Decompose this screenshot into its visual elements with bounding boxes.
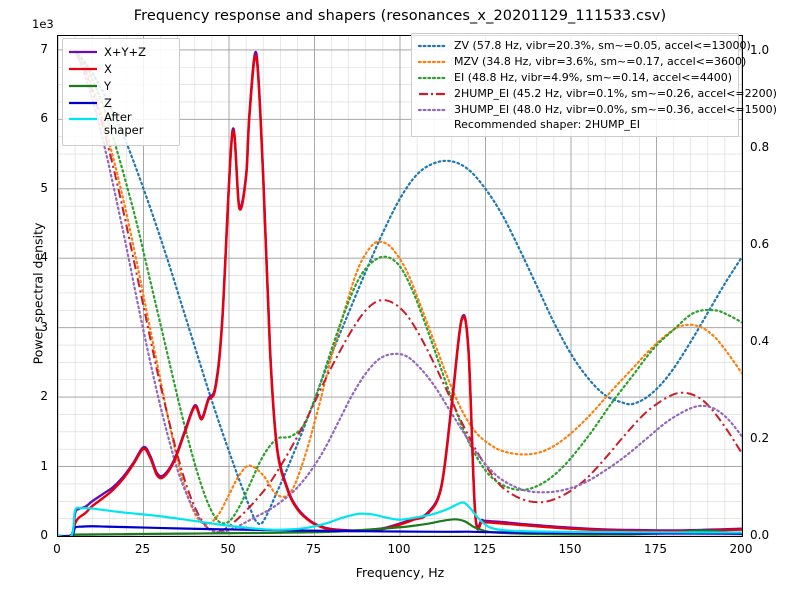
psd-curve-after-shaper (58, 501, 742, 536)
legend-item-3hump_ei[interactable]: 3HUMP_EI (48.0 Hz, vibr=0.0%, sm~=0.36, … (418, 102, 777, 118)
legend-color-swatch-3hump_ei-icon (418, 104, 448, 116)
legend-swatch-line (418, 108, 448, 112)
legend-label: Y (104, 78, 112, 93)
psd-curves (58, 50, 742, 536)
legend-item-z[interactable]: Z (68, 94, 173, 111)
legend-swatch-line (419, 92, 447, 96)
x-tick-175: 175 (644, 542, 667, 556)
legend-color-swatch-z-icon (68, 97, 98, 109)
chart-title: Frequency response and shapers (resonanc… (133, 8, 667, 24)
y-tick-left-1: 1 (40, 458, 48, 473)
legend-label: 2HUMP_EI (45.2 Hz, vibr=0.1%, sm~=0.26, … (454, 87, 777, 100)
legend-item-x[interactable]: X (68, 60, 173, 77)
y-axis-left-label: Power spectral density (30, 222, 46, 365)
legend-color-swatch-x-y-z-icon (68, 46, 98, 58)
y-tick-left-4: 4 (40, 250, 48, 265)
x-tick-50: 50 (220, 542, 236, 556)
legend-label: 3HUMP_EI (48.0 Hz, vibr=0.0%, sm~=0.36, … (454, 103, 777, 116)
x-tick-100: 100 (387, 542, 411, 556)
x-tick-200: 200 (729, 542, 753, 556)
legend-label: Z (104, 95, 112, 110)
legend-label: MZV (34.8 Hz, vibr=3.6%, sm~=0.17, accel… (454, 55, 747, 68)
x-tick-0: 0 (53, 542, 61, 556)
legend-color-swatch-after-shaper-icon (68, 113, 98, 125)
y-tick-left-7: 7 (40, 41, 48, 56)
legend-color-swatch-zv-icon (418, 40, 448, 52)
legend-item-y[interactable]: Y (68, 77, 173, 94)
y-tick-left-5: 5 (40, 180, 48, 195)
legend-item-zv[interactable]: ZV (57.8 Hz, vibr=20.3%, sm~=0.05, accel… (418, 38, 751, 54)
y-tick-right-0.2: 0.2 (750, 430, 770, 445)
shaper-curves (74, 49, 742, 534)
shaper-curve-zv (74, 49, 742, 526)
legend-item-ei[interactable]: EI (48.8 Hz, vibr=4.9%, sm~=0.14, accel<… (418, 70, 732, 86)
legend-swatch-line (69, 50, 97, 53)
x-tick-125: 125 (473, 542, 496, 556)
legend-shapers: ZV (57.8 Hz, vibr=20.3%, sm~=0.05, accel… (411, 33, 777, 137)
plot-canvas (58, 36, 742, 536)
legend-label: ZV (57.8 Hz, vibr=20.3%, sm~=0.05, accel… (454, 39, 751, 52)
y-tick-left-2: 2 (40, 389, 48, 404)
legend-label: X+Y+Z (104, 44, 147, 59)
legend-swatch-line (69, 84, 97, 87)
legend-swatch-line (418, 76, 448, 80)
legend-axes: X+Y+Z X Y Z After shaper (62, 38, 180, 146)
y-tick-right-0.4: 0.4 (750, 333, 770, 348)
x-tick-25: 25 (134, 542, 151, 556)
legend-label: EI (48.8 Hz, vibr=4.9%, sm~=0.14, accel<… (454, 71, 732, 84)
legend-color-swatch-2hump_ei-icon (418, 88, 448, 100)
y-tick-left-6: 6 (40, 111, 48, 126)
legend-item-2hump_ei[interactable]: 2HUMP_EI (45.2 Hz, vibr=0.1%, sm~=0.26, … (418, 86, 777, 102)
y-tick-left-3: 3 (40, 319, 48, 334)
recommended-shaper-text: Recommended shaper: 2HUMP_EI (454, 118, 640, 131)
legend-shapers-rows: ZV (57.8 Hz, vibr=20.3%, sm~=0.05, accel… (418, 38, 777, 118)
legend-swatch-line (418, 60, 448, 64)
x-tick-150: 150 (558, 542, 582, 556)
legend-swatch-line (69, 67, 97, 70)
psd-curve-y (58, 518, 742, 536)
legend-color-swatch-ei-icon (418, 72, 448, 84)
plot-area (57, 35, 743, 537)
legend-swatch-line (69, 101, 97, 104)
legend-swatch-line (418, 44, 448, 48)
y-tick-left-0: 0 (40, 528, 48, 542)
legend-item-x-y-z[interactable]: X+Y+Z (68, 43, 173, 60)
y-axis-exponent-label: 1e3 (32, 17, 54, 31)
shaper-curve-3hump_ei (74, 49, 742, 534)
legend-item-after-shaper[interactable]: After shaper (68, 111, 173, 141)
legend-item-mzv[interactable]: MZV (34.8 Hz, vibr=3.6%, sm~=0.17, accel… (418, 54, 746, 70)
y-tick-right-0.0: 0.0 (750, 528, 770, 542)
y-tick-right-0.8: 0.8 (750, 139, 770, 154)
legend-color-swatch-mzv-icon (418, 56, 448, 68)
legend-swatch-line (69, 117, 97, 121)
shaper-curve-ei (74, 49, 742, 525)
y-tick-right-1.0: 1.0 (750, 42, 770, 57)
y-tick-right-0.6: 0.6 (750, 236, 770, 251)
legend-label: After shaper (104, 110, 144, 137)
psd-curve-z (58, 525, 742, 536)
legend-color-swatch-y-icon (68, 80, 98, 92)
x-tick-75: 75 (305, 542, 322, 556)
shaper-curve-2hump_ei (74, 50, 742, 533)
legend-color-swatch-x-icon (68, 63, 98, 75)
x-axis-label: Frequency, Hz (355, 565, 445, 580)
shaper-curve-mzv (74, 49, 742, 526)
legend-label: X (104, 61, 112, 76)
